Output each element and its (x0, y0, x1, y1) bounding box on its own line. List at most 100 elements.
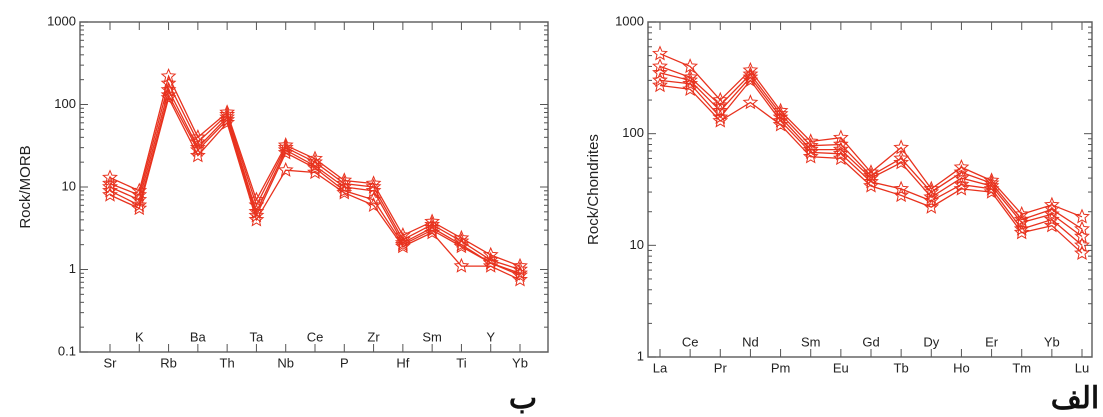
star-marker (863, 177, 879, 193)
star-marker (307, 164, 323, 180)
star-marker (712, 112, 729, 128)
star-marker (365, 196, 382, 213)
series-line (659, 84, 1083, 254)
x-tick-label: Yb (1044, 334, 1060, 349)
y-axis-label: Rock/MORB (17, 145, 34, 228)
star-marker (102, 175, 118, 191)
x-tick-label: K (135, 329, 144, 344)
star-marker (394, 236, 411, 252)
star-marker (772, 116, 789, 132)
y-axis-label: Rock/Chondrites (585, 134, 602, 245)
star-marker (1043, 211, 1060, 227)
star-marker (307, 159, 323, 175)
star-marker (189, 147, 206, 163)
star-marker (307, 157, 323, 173)
star-marker (893, 154, 910, 170)
star-marker (1013, 205, 1030, 221)
x-tick-label: Ba (190, 329, 207, 344)
star-marker (160, 81, 177, 97)
star-marker (160, 68, 177, 83)
star-marker (1074, 220, 1090, 236)
x-tick-label: Y (486, 329, 495, 344)
star-marker (1013, 224, 1030, 240)
star-marker (652, 77, 668, 93)
star-marker (453, 236, 470, 252)
star-marker (160, 75, 177, 91)
x-tick-label: P (340, 355, 349, 370)
star-marker (189, 141, 206, 157)
star-marker (923, 198, 940, 214)
x-tick-label: Er (985, 334, 999, 349)
x-tick-label: Gd (862, 334, 879, 349)
star-marker (832, 150, 849, 166)
y-tick-label: 1000 (615, 13, 644, 28)
star-marker (832, 145, 849, 161)
plot-frame (647, 21, 1093, 358)
series-line (109, 96, 521, 281)
star-marker (652, 45, 668, 61)
star-marker (1043, 217, 1060, 233)
star-marker (453, 257, 470, 273)
star-marker (277, 161, 294, 177)
star-marker (983, 183, 1000, 199)
x-tick-label: Lu (1075, 360, 1089, 375)
star-marker (832, 129, 849, 145)
star-marker (219, 114, 236, 130)
star-marker (953, 164, 970, 180)
panel-label: الف (1051, 382, 1100, 415)
x-tick-label: Yb (512, 355, 528, 370)
star-marker (893, 180, 910, 196)
y-tick-label: 1 (69, 261, 76, 276)
series-line (659, 79, 1083, 246)
star-marker (336, 182, 353, 198)
star-marker (1074, 228, 1090, 244)
x-tick-label: Sm (801, 334, 821, 349)
star-marker (512, 271, 528, 287)
star-marker (652, 58, 668, 74)
x-tick-label: Dy (923, 334, 939, 349)
x-tick-label: Ti (456, 355, 466, 370)
star-marker (102, 186, 118, 202)
y-tick-label: 1000 (47, 13, 76, 28)
x-tick-label: Sm (422, 329, 442, 344)
y-tick-label: 100 (622, 125, 644, 140)
x-tick-label: Hf (396, 355, 409, 370)
star-marker (1074, 237, 1090, 253)
star-marker (1074, 244, 1090, 260)
star-marker (953, 176, 970, 192)
star-marker (248, 211, 265, 227)
series-line (659, 53, 1083, 218)
star-marker (652, 72, 668, 88)
series-line (109, 93, 521, 276)
y-tick-label: 0.1 (58, 343, 76, 358)
star-marker (682, 80, 699, 96)
series-line (659, 65, 1083, 230)
x-tick-label: Sr (104, 355, 118, 370)
star-marker (742, 72, 759, 88)
x-tick-label: Pm (771, 360, 791, 375)
star-marker (893, 187, 910, 203)
x-tick-label: Th (220, 355, 235, 370)
star-marker (424, 219, 441, 235)
star-marker (277, 144, 294, 160)
star-marker (863, 173, 879, 189)
y-tick-label: 10 (62, 178, 76, 193)
x-tick-label: Pr (714, 360, 728, 375)
star-marker (953, 180, 970, 196)
star-marker (742, 94, 759, 110)
y-tick-label: 1 (637, 348, 644, 363)
x-tick-label: La (653, 360, 668, 375)
star-marker (802, 148, 819, 164)
star-marker (802, 144, 819, 160)
x-tick-label: Tm (1012, 360, 1031, 375)
star-marker (512, 267, 528, 283)
star-marker (365, 191, 382, 207)
x-tick-label: Ce (682, 334, 699, 349)
star-marker (160, 89, 177, 105)
y-tick-label: 100 (54, 96, 76, 111)
x-tick-label: Ce (307, 329, 324, 344)
star-marker (424, 224, 441, 240)
star-marker (102, 178, 118, 194)
star-marker (893, 150, 910, 166)
